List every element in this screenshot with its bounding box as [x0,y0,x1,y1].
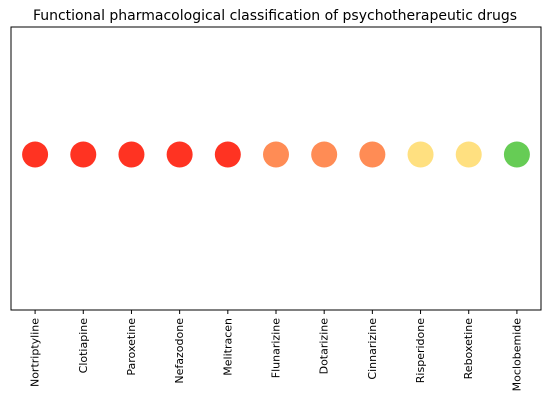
x-tick-label-9: Reboxetine [462,318,475,380]
x-tick-label-4: Melitracen [221,318,234,376]
marker-5 [263,141,289,168]
x-tick-labels: Nortriptyline Clotiapine Paroxetine Nefazod… [29,318,524,392]
marker-4 [214,141,241,168]
plot-frame [10,26,542,311]
marker-8 [407,141,434,168]
x-tick-label-7: Cinnarizine [366,318,379,380]
marker-2 [118,141,145,168]
x-ticks [34,310,518,314]
x-tick-label-5: Flunarizine [270,318,283,378]
marker-1 [70,141,97,168]
marker-10 [503,141,530,168]
marker-3 [166,141,193,168]
x-tick-label-0: Nortriptyline [29,318,42,387]
x-tick-label-2: Paroxetine [125,318,138,376]
marker-7 [359,141,386,168]
x-tick-label-10: Moclobemide [510,318,523,392]
marker-0 [22,141,49,168]
x-tick-label-3: Nefazodone [173,318,186,384]
chart-title: Functional pharmacological classificatio… [33,8,517,24]
marker-6 [311,141,338,168]
x-tick-label-8: Risperidone [414,318,427,383]
markers [22,141,530,168]
x-tick-label-1: Clotiapine [77,318,90,374]
x-tick-label-6: Dotarizine [318,318,331,375]
marker-9 [455,141,482,168]
